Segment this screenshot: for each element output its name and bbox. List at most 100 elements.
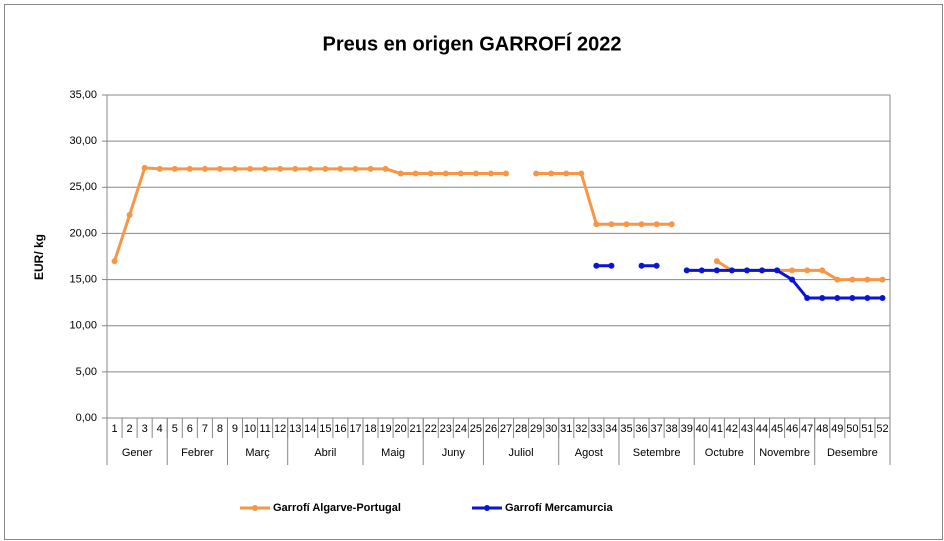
data-point [201,165,208,172]
y-tick-label: 20,00 [69,227,97,239]
data-point [262,165,269,172]
y-tick-label: 10,00 [69,320,97,332]
data-point [292,165,299,172]
y-tick-label: 25,00 [69,181,97,193]
x-tick-label: 24 [455,423,467,435]
x-tick-label: 30 [545,423,557,435]
data-point [563,170,570,177]
data-point [472,170,479,177]
x-tick-label: 36 [635,423,647,435]
y-tick-label: 30,00 [69,135,97,147]
data-point [713,258,720,265]
data-point [804,267,811,274]
data-point [743,267,750,274]
x-tick-label: 21 [410,423,422,435]
x-tick-label: 34 [605,423,617,435]
data-point [231,165,238,172]
x-tick-label: 37 [650,423,662,435]
data-point [653,221,660,228]
x-tick-label: 15 [319,423,331,435]
y-tick-label: 5,00 [76,366,97,378]
data-point [593,262,600,269]
x-tick-label: 11 [259,423,270,435]
data-point [834,295,841,302]
x-tick-label: 2 [127,423,133,435]
data-point [849,276,856,283]
x-tick-label: 38 [666,423,678,435]
x-tick-label: 43 [741,423,753,435]
month-label: Març [245,447,270,459]
chart-border [4,4,943,540]
data-point [186,165,193,172]
data-point [367,165,374,172]
x-tick-label: 3 [142,423,148,435]
data-point [156,165,163,172]
data-point [487,170,494,177]
month-label: Desembre [827,447,878,459]
data-point [457,170,464,177]
x-tick-label: 22 [425,423,437,435]
data-point [864,295,871,302]
data-point [322,165,329,172]
data-point [879,295,886,302]
data-point [307,165,314,172]
data-point [804,295,811,302]
data-point [759,267,766,274]
x-tick-label: 48 [816,423,828,435]
x-tick-label: 8 [217,423,223,435]
data-point [879,276,886,283]
data-point [216,165,223,172]
data-point [608,262,615,269]
data-point [247,165,254,172]
data-point [683,267,690,274]
month-label: Setembre [633,447,681,459]
data-point [427,170,434,177]
x-tick-label: 18 [364,423,376,435]
data-point [698,267,705,274]
y-tick-label: 0,00 [76,412,97,424]
legend-label: Garrofí Algarve-Portugal [273,502,401,514]
data-point [141,164,148,171]
data-point [533,170,540,177]
data-point [171,165,178,172]
data-point [864,276,871,283]
x-tick-label: 16 [334,423,346,435]
x-tick-label: 45 [771,423,783,435]
data-point [774,267,781,274]
month-label: Abril [314,447,336,459]
data-point [352,165,359,172]
data-point [623,221,630,228]
data-point [111,258,118,265]
data-point [442,170,449,177]
data-point [593,221,600,228]
data-point [126,211,133,218]
month-label: Novembre [759,447,810,459]
data-point [728,267,735,274]
data-point [638,262,645,269]
month-label: Agost [575,447,603,459]
x-tick-label: 28 [515,423,527,435]
x-tick-label: 46 [786,423,798,435]
data-point [608,221,615,228]
data-point [277,165,284,172]
x-tick-label: 50 [846,423,858,435]
x-tick-label: 9 [232,423,238,435]
x-tick-label: 51 [861,423,873,435]
x-tick-label: 19 [379,423,391,435]
x-tick-label: 27 [500,423,512,435]
x-tick-label: 49 [831,423,843,435]
x-tick-label: 29 [530,423,542,435]
legend-marker [484,505,490,511]
x-tick-label: 14 [304,423,316,435]
data-point [819,267,826,274]
x-tick-label: 32 [575,423,587,435]
x-tick-label: 7 [202,423,208,435]
month-label: Gener [122,447,153,459]
data-point [713,267,720,274]
data-point [412,170,419,177]
data-point [578,170,585,177]
x-tick-label: 31 [560,423,572,435]
data-point [668,221,675,228]
data-point [397,170,404,177]
